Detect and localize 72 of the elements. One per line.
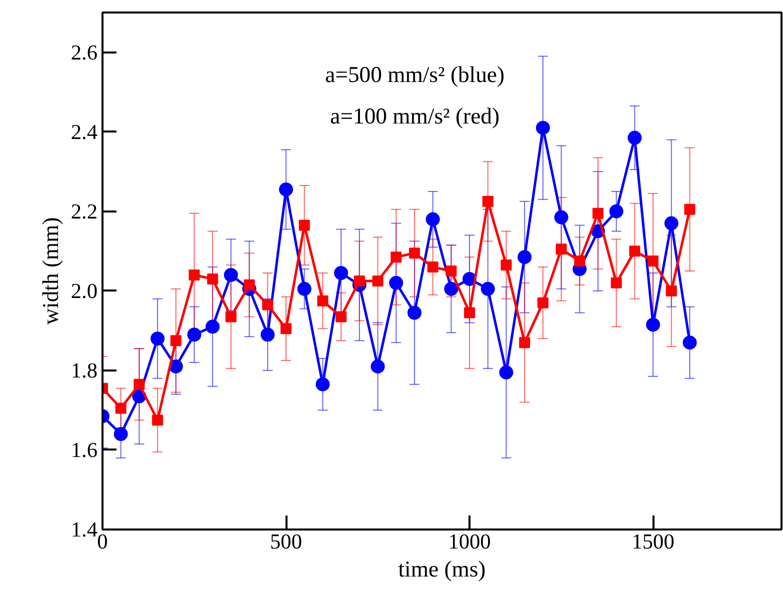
point bbox=[427, 262, 438, 273]
annotation: a=100 mm/s² (red) bbox=[330, 103, 500, 128]
point bbox=[554, 210, 568, 224]
x-tick-label: 1000 bbox=[448, 530, 491, 554]
point bbox=[666, 285, 677, 296]
annotation: a=500 mm/s² (blue) bbox=[325, 62, 505, 88]
point bbox=[207, 273, 218, 284]
y-tick-label: 2.4 bbox=[70, 120, 98, 144]
point bbox=[407, 306, 422, 320]
point bbox=[519, 337, 530, 348]
y-tick-label: 1.8 bbox=[70, 358, 98, 382]
point bbox=[464, 307, 476, 318]
point bbox=[262, 299, 274, 310]
point bbox=[574, 256, 586, 267]
point bbox=[115, 402, 126, 414]
point bbox=[389, 276, 404, 290]
point bbox=[426, 212, 440, 226]
point bbox=[499, 365, 514, 380]
point bbox=[628, 130, 642, 145]
point bbox=[629, 246, 640, 257]
point bbox=[536, 120, 550, 135]
point bbox=[152, 414, 164, 426]
point bbox=[444, 282, 458, 296]
x-axis-title: time (ms) bbox=[398, 556, 486, 582]
point bbox=[390, 252, 402, 263]
point bbox=[446, 266, 457, 276]
point bbox=[684, 204, 696, 215]
point bbox=[298, 220, 310, 231]
point bbox=[609, 204, 624, 218]
x-tick-label: 1500 bbox=[632, 530, 674, 554]
point bbox=[664, 216, 678, 230]
y-tick-label: 1.6 bbox=[70, 438, 98, 462]
point bbox=[317, 295, 328, 306]
point bbox=[518, 250, 532, 264]
point bbox=[334, 266, 348, 280]
point bbox=[372, 275, 384, 286]
point bbox=[592, 208, 604, 219]
point bbox=[280, 323, 292, 334]
point bbox=[170, 335, 182, 346]
point bbox=[408, 248, 420, 259]
y-tick-label: 1.4 bbox=[70, 518, 98, 542]
point bbox=[134, 378, 145, 390]
point bbox=[480, 282, 495, 296]
point bbox=[482, 196, 494, 207]
point bbox=[370, 359, 385, 374]
x-tick-label: 500 bbox=[270, 530, 302, 554]
x-tick-label: 0 bbox=[97, 530, 108, 554]
point bbox=[556, 244, 567, 255]
point bbox=[646, 318, 660, 332]
point bbox=[206, 320, 220, 334]
point bbox=[316, 377, 330, 392]
point bbox=[682, 336, 697, 350]
point bbox=[354, 275, 365, 286]
point bbox=[187, 328, 202, 342]
y-tick-label: 2.6 bbox=[70, 40, 98, 64]
y-tick-label: 2.0 bbox=[70, 278, 98, 303]
point bbox=[188, 269, 200, 280]
y-axis-title: width (mm) bbox=[38, 217, 63, 325]
point bbox=[279, 182, 294, 196]
point bbox=[297, 282, 312, 296]
point bbox=[150, 332, 165, 346]
point bbox=[244, 279, 255, 290]
point bbox=[114, 427, 128, 442]
point bbox=[225, 311, 236, 322]
point bbox=[336, 311, 347, 322]
point bbox=[610, 277, 622, 288]
point bbox=[648, 256, 659, 267]
point bbox=[224, 268, 238, 282]
y-tick-label: 2.2 bbox=[70, 199, 98, 224]
point bbox=[537, 297, 548, 308]
point bbox=[500, 260, 512, 271]
point bbox=[260, 328, 275, 342]
